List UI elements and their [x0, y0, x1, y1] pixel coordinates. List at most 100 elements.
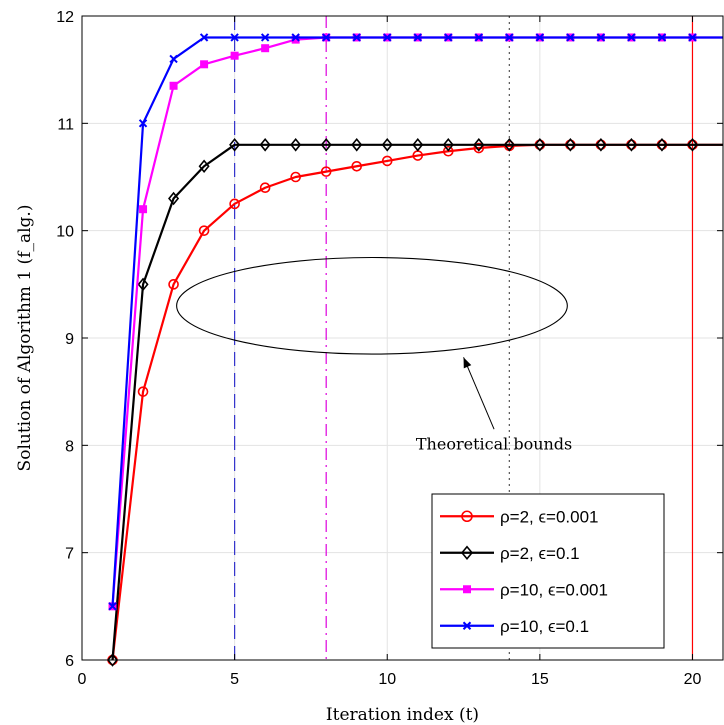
- x-tick-label: 10: [378, 671, 396, 688]
- x-marker-stroke: [596, 33, 606, 42]
- x-marker: [291, 33, 300, 42]
- x-marker: [383, 33, 392, 42]
- circle-marker: [442, 145, 454, 157]
- diamond-marker: [412, 138, 424, 152]
- diamond-marker: [595, 138, 607, 152]
- legend-label: ρ=10, ϵ=0.001: [500, 580, 608, 599]
- diamond-marker: [168, 191, 180, 206]
- diamond-marker: [106, 653, 119, 667]
- square-marker: [169, 81, 178, 90]
- x-marker: [169, 54, 178, 64]
- diamond-marker: [351, 138, 363, 152]
- circle-marker: [137, 386, 149, 397]
- x-marker-stroke: [462, 621, 472, 630]
- x-tick-label: 15: [531, 671, 549, 688]
- circle-marker: [351, 160, 363, 172]
- legend-entry: ρ=2, ϵ=0.001: [440, 507, 598, 526]
- diamond-marker: [259, 138, 271, 152]
- diamond-marker: [460, 545, 474, 560]
- diamond-marker: [564, 138, 576, 152]
- diamond-marker: [198, 159, 210, 174]
- x-marker-stroke: [108, 602, 117, 611]
- y-tick-label: 11: [57, 116, 74, 133]
- x-marker-stroke: [474, 33, 484, 42]
- x-marker-stroke: [566, 33, 575, 42]
- x-marker-stroke: [535, 33, 545, 42]
- y-tick-label: 7: [65, 546, 74, 563]
- x-tick-label: 5: [230, 671, 239, 688]
- x-marker-stroke: [291, 33, 300, 42]
- x-marker: [566, 33, 575, 42]
- circle-marker: [461, 510, 473, 523]
- x-marker: [657, 33, 667, 42]
- theoretical-bounds-annotation: Theoretical bounds: [176, 256, 572, 454]
- x-marker: [138, 119, 148, 128]
- x-marker: [462, 621, 472, 630]
- axis-ticks: 0 5 10 15 20 6 7 8 9 10 11 12: [56, 9, 723, 688]
- x-marker: [260, 33, 270, 42]
- y-tick-label: 8: [65, 438, 74, 455]
- circle-marker: [473, 142, 485, 154]
- square-marker: [200, 60, 209, 69]
- square-marker: [139, 205, 148, 214]
- annotation-arrowhead: [463, 357, 472, 369]
- x-marker: [199, 33, 209, 42]
- circle-marker: [320, 166, 332, 177]
- legend-entry: ρ=2, ϵ=0.1: [440, 544, 580, 563]
- x-marker: [321, 33, 331, 42]
- circle-marker: [198, 225, 210, 236]
- diamond-marker: [473, 138, 485, 152]
- vertical-bound-lines: [234, 16, 694, 660]
- y-tick-label: 10: [56, 224, 74, 241]
- x-marker: [108, 602, 117, 611]
- x-marker-stroke: [627, 33, 636, 42]
- x-marker-stroke: [688, 33, 697, 42]
- square-marker: [230, 51, 239, 60]
- x-marker: [596, 33, 606, 42]
- legend-label: ρ=2, ϵ=0.1: [500, 544, 580, 563]
- bounds-ellipse: [176, 256, 568, 355]
- x-marker-stroke: [444, 33, 453, 42]
- legend-entry: ρ=10, ϵ=0.001: [440, 580, 608, 599]
- x-marker-stroke: [413, 33, 422, 42]
- x-marker: [230, 33, 239, 42]
- diamond-marker: [534, 138, 546, 152]
- y-axis-label: Solution of Algorithm 1 (f_alg.): [15, 205, 35, 472]
- circle-marker: [168, 279, 179, 290]
- diamond-marker: [290, 138, 302, 152]
- x-marker: [413, 33, 422, 42]
- legend-label: ρ=10, ϵ=0.1: [500, 617, 589, 636]
- circle-marker: [381, 155, 393, 167]
- square-marker: [463, 585, 471, 594]
- y-tick-label: 9: [65, 331, 74, 348]
- square-marker: [261, 44, 270, 53]
- x-marker-stroke: [657, 33, 667, 42]
- x-marker-stroke: [321, 33, 331, 42]
- legend-entry: ρ=10, ϵ=0.1: [440, 617, 589, 636]
- x-marker-stroke: [169, 54, 178, 64]
- diamond-marker: [503, 138, 515, 152]
- annotation-arrow: [463, 357, 495, 430]
- x-marker: [474, 33, 484, 42]
- circle-marker: [290, 171, 301, 183]
- circle-marker: [229, 198, 240, 210]
- x-marker-stroke: [199, 33, 209, 42]
- annotation-text: Theoretical bounds: [416, 435, 572, 454]
- y-tick-label: 6: [65, 653, 74, 670]
- series-line: [111, 143, 723, 661]
- x-marker-stroke: [352, 33, 361, 42]
- x-marker: [352, 33, 361, 42]
- y-tick-label: 12: [56, 9, 74, 26]
- diamond-marker: [656, 138, 668, 152]
- legend: ρ=2, ϵ=0.001 ρ=2, ϵ=0.1 ρ=10, ϵ=0.001 ρ=10,…: [431, 493, 665, 649]
- x-marker: [688, 33, 697, 42]
- diamond-marker: [686, 138, 699, 152]
- diamond-marker: [320, 138, 332, 152]
- series-1: [106, 138, 723, 667]
- diamond-marker: [381, 138, 393, 152]
- series-group: [106, 33, 723, 667]
- x-marker-stroke: [383, 33, 392, 42]
- x-marker: [535, 33, 545, 42]
- series-3: [108, 33, 723, 611]
